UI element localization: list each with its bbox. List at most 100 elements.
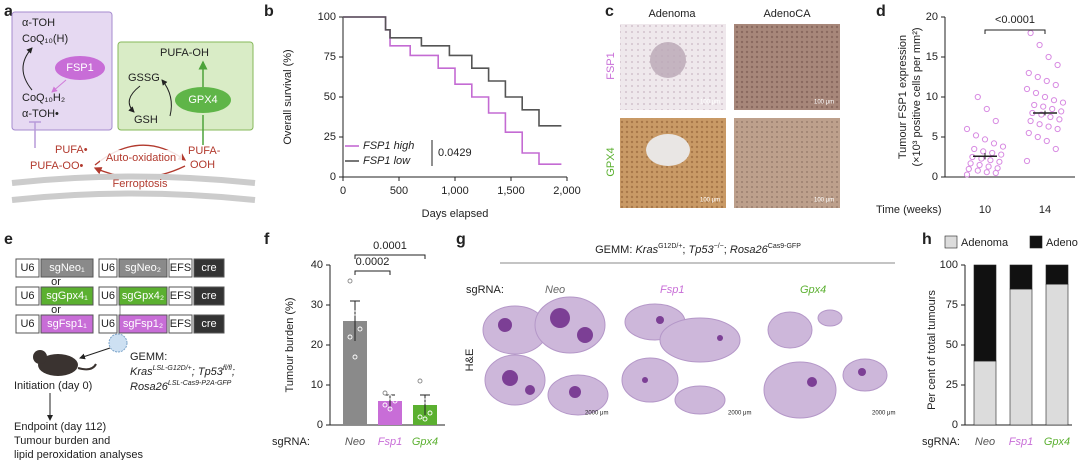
construct-part <box>118 286 168 306</box>
point <box>1054 61 1061 69</box>
x-tick-label: Fsp1 <box>1009 436 1033 448</box>
scale-bar: 2000 μm <box>728 411 751 417</box>
construct-part <box>40 286 94 306</box>
allele: fl/fl <box>223 365 232 372</box>
survival-chart: 0 25 50 75 100 0 500 1,000 1,500 2,000 Days elapse… <box>282 11 581 220</box>
y-tick-label: 0 <box>952 419 958 431</box>
gene: Kras <box>130 366 153 378</box>
y-tick-label: 75 <box>946 299 958 311</box>
arrow <box>79 347 111 360</box>
bracket <box>984 29 1046 34</box>
point <box>422 416 428 422</box>
point <box>972 132 980 139</box>
point <box>1043 77 1050 85</box>
point <box>1023 85 1031 93</box>
bar-chart: 0 10 20 30 40 Tumour burden (%) sgRNA: Neo Fsp1 G… <box>272 240 445 448</box>
label: Tumour burden and <box>14 435 110 447</box>
scale-bar: 2000 μm <box>585 411 608 417</box>
point <box>963 171 971 178</box>
p-value: 0.0001 <box>373 240 407 252</box>
gene: ; Tp53 <box>192 366 224 378</box>
label: or <box>51 304 61 316</box>
construct-label: cre <box>201 318 216 330</box>
construct-label: sgGpx4₁ <box>46 290 88 302</box>
point <box>417 378 423 384</box>
x-tick-label: Neo <box>975 436 995 448</box>
point <box>989 149 996 157</box>
label-bg <box>100 150 182 166</box>
x-tick-label: 500 <box>390 185 408 197</box>
point <box>996 158 1003 165</box>
y-tick-label: 20 <box>311 339 323 351</box>
title-part: ; <box>724 244 730 256</box>
y-tick-label: 100 <box>318 11 336 23</box>
panel-label: g <box>456 231 466 248</box>
bar-segment <box>973 264 997 362</box>
construct-label: U6 <box>20 290 34 302</box>
construct-label: U6 <box>101 318 115 330</box>
point <box>994 165 1001 172</box>
construct-label: sgFsp1₂ <box>123 318 163 330</box>
bar-segment <box>1045 283 1069 426</box>
construct-part <box>193 314 225 334</box>
y-tick-label: 50 <box>324 91 336 103</box>
panel-label: h <box>922 231 932 248</box>
label: OOH <box>190 159 215 171</box>
x-tick-label: 2,000 <box>553 185 581 197</box>
label: GEMM: <box>130 351 167 363</box>
construct-part <box>193 258 225 278</box>
label: PUFA- <box>188 145 221 157</box>
mouse <box>33 350 97 376</box>
x-tick-label: 1,500 <box>497 185 525 197</box>
p-value: 0.0429 <box>438 147 472 159</box>
allele: LSL-Cas9-P2A-GFP <box>168 380 232 387</box>
point <box>983 105 990 113</box>
label: KrasLSL-G12D/+; Tp53fl/fl; <box>130 365 235 378</box>
point <box>1040 103 1047 110</box>
x-tick-label: 1,000 <box>441 185 469 197</box>
label: CoQ₁₀H₂ <box>22 92 65 104</box>
construct-part <box>40 258 94 278</box>
construct-label: sgNeo₁ <box>49 262 85 274</box>
tumours <box>498 308 866 398</box>
point <box>1054 125 1061 133</box>
gene: Rosa26 <box>130 381 169 393</box>
arrow <box>161 79 172 117</box>
label: or <box>51 276 61 288</box>
y-axis-label: (×10³ positive cells per mm²) <box>911 27 923 166</box>
construct-part <box>40 314 94 334</box>
point <box>392 398 398 404</box>
arrow <box>128 85 141 113</box>
diagram-a: α-TOH CoQ₁₀(H) FSP1 CoQ₁₀H₂ α-TOH• PUFA-… <box>11 11 256 203</box>
title-part: Cas9-GFP <box>768 243 801 250</box>
x-tick-label: 0 <box>340 185 346 197</box>
gene: ; <box>232 366 235 378</box>
y-axis-label: Tumour burden (%) <box>284 298 296 393</box>
title-part: Tp53 <box>689 244 715 256</box>
bar-segment <box>1009 264 1033 290</box>
point <box>998 151 1005 158</box>
y-tick-label: 100 <box>940 259 958 271</box>
construct-part <box>15 258 40 278</box>
legend-swatch <box>944 235 958 249</box>
label: FSP1 <box>66 62 94 74</box>
point <box>990 140 998 147</box>
point <box>1043 137 1050 145</box>
y-axis-label: Tumour FSP1 expression <box>897 35 909 159</box>
label: Auto-oxidation <box>106 152 176 164</box>
title-part: G12D/+ <box>658 243 682 250</box>
point <box>974 167 981 174</box>
label: α-TOH <box>22 17 55 29</box>
scale-bar: 100 μm <box>700 198 720 204</box>
row-label: GPX4 <box>605 147 617 176</box>
construct-label: U6 <box>20 318 34 330</box>
point <box>1038 111 1045 118</box>
category-label: sgRNA: <box>272 436 310 448</box>
point <box>357 326 363 332</box>
construct-label: sgNeo₂ <box>125 262 161 274</box>
strip-chart: 0 5 10 15 20 Tumour FSP1 expression (×10³ posi… <box>876 11 1075 216</box>
scale-bar: 100 μm <box>814 198 834 204</box>
ihc-images: Adenoma AdenoCA FSP1 GPX4 100 μm 100 μm … <box>605 8 840 208</box>
y-tick-label: 40 <box>311 259 323 271</box>
x-axis-label: Time (weeks) <box>876 204 942 216</box>
